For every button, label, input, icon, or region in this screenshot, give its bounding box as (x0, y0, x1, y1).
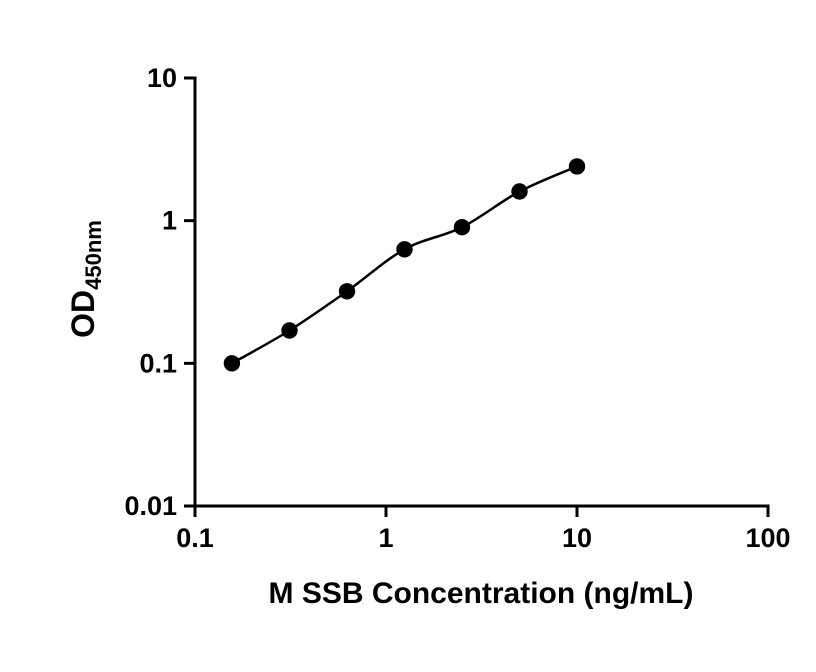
x-tick-label: 100 (745, 523, 790, 553)
y-tick-label: 10 (147, 63, 177, 93)
data-point (568, 158, 586, 175)
y-tick-label: 1 (162, 206, 177, 236)
data-point (511, 183, 528, 200)
y-axis-title-main: OD (65, 289, 101, 338)
elisa-standard-curve-figure: 0.1 1 10 100 0.01 0.1 1 10 M SSB Concentration … (40, 16, 816, 656)
data-point (281, 322, 298, 339)
x-axis-title: M SSB Concentration (ng/mL) (268, 577, 694, 610)
y-axis-title: OD450nm (65, 220, 107, 338)
x-tick-label: 10 (562, 523, 592, 553)
data-point (338, 283, 356, 300)
data-point (453, 219, 471, 236)
data-point (223, 355, 241, 372)
x-tick-label: 1 (378, 523, 393, 553)
x-tick-label: 0.1 (176, 523, 214, 553)
data-point (396, 241, 413, 258)
y-tick-label: 0.1 (139, 348, 177, 378)
y-tick-label: 0.01 (124, 491, 177, 521)
y-axis-title-sub: 450nm (81, 220, 106, 290)
